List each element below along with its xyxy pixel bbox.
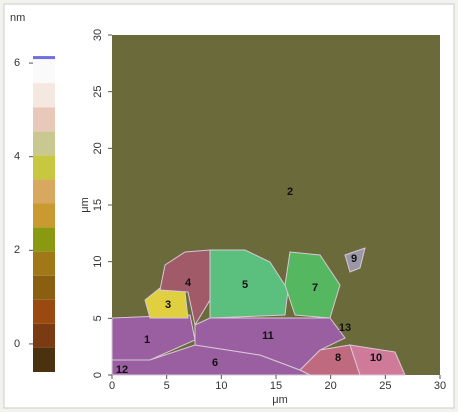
colorbar-segment — [33, 155, 55, 180]
colorbar-segment — [33, 131, 55, 156]
grain-label: 9 — [351, 253, 357, 265]
colorbar-segment — [33, 251, 55, 276]
grain-label: 6 — [212, 357, 218, 369]
colorbar-segment — [33, 107, 55, 132]
x-tick-label: 25 — [379, 380, 391, 392]
x-tick-label: 30 — [434, 380, 446, 392]
grain-label: 7 — [312, 282, 318, 294]
grain-label: 11 — [262, 330, 274, 342]
y-tick-label: 10 — [92, 256, 104, 268]
colorbar-segment — [33, 347, 55, 372]
grains — [111, 247, 406, 376]
x-tick-label: 10 — [215, 380, 227, 392]
y-tick-label: 0 — [92, 372, 104, 378]
grain-label: 5 — [242, 279, 248, 291]
colorbar-segment — [33, 203, 55, 228]
colorbar-unit: nm — [10, 12, 25, 24]
grain-label: 12 — [116, 364, 128, 376]
x-tick-label: 0 — [109, 380, 115, 392]
colorbar-tick-label: 6 — [14, 57, 20, 69]
grain-label: 1 — [144, 334, 150, 346]
colorbar-segment — [33, 59, 55, 84]
grain-label: 3 — [165, 299, 171, 311]
colorbar-segment — [33, 275, 55, 300]
grain-label: 10 — [370, 352, 382, 364]
grain — [344, 247, 366, 273]
colorbar-segment — [33, 56, 55, 60]
grain — [159, 249, 211, 327]
grain — [349, 344, 406, 376]
y-tick-label: 25 — [92, 86, 104, 98]
colorbar-segment — [33, 179, 55, 204]
colorbar — [33, 56, 55, 372]
grain-label: 4 — [185, 277, 192, 289]
colorbar-tick-label: 0 — [14, 338, 20, 350]
x-tick-label: 20 — [325, 380, 337, 392]
y-tick-label: 30 — [92, 29, 104, 41]
grain — [144, 287, 189, 319]
colorbar-segment — [33, 323, 55, 348]
y-axis-label: μm — [79, 197, 91, 213]
colorbar-tick-label: 4 — [14, 151, 20, 163]
colorbar-segment — [33, 299, 55, 324]
colorbar-tick-label: 2 — [14, 244, 20, 256]
colorbar-segment — [33, 227, 55, 252]
x-axis-label: μm — [272, 394, 288, 406]
x-tick-label: 15 — [270, 380, 282, 392]
grain-label: 13 — [339, 322, 351, 334]
y-tick-label: 15 — [92, 199, 104, 211]
y-tick-label: 20 — [92, 142, 104, 154]
x-tick-label: 5 — [164, 380, 170, 392]
y-tick-label: 5 — [92, 315, 104, 321]
grain-label: 2 — [287, 186, 293, 198]
grain — [194, 317, 346, 371]
colorbar-segment — [33, 83, 55, 108]
grain-label: 8 — [335, 352, 341, 364]
